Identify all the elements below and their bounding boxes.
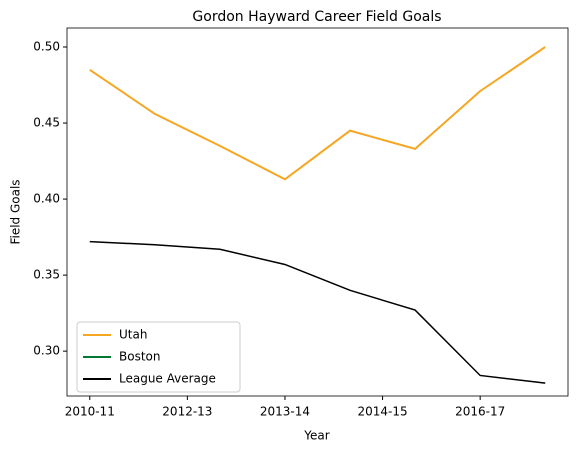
x-tick-label: 2010-11 <box>65 405 115 419</box>
y-tick-label: 0.50 <box>33 40 60 54</box>
y-axis-label: Field Goals <box>9 179 23 244</box>
x-tick-label: 2013-14 <box>260 405 310 419</box>
x-tick-label: 2016-17 <box>455 405 505 419</box>
x-axis-label: Year <box>303 429 329 443</box>
y-tick-label: 0.35 <box>33 268 60 282</box>
y-tick-label: 0.30 <box>33 344 60 358</box>
y-tick-label: 0.40 <box>33 192 60 206</box>
legend-label: Boston <box>119 350 160 364</box>
y-tick-label: 0.45 <box>33 116 60 130</box>
x-tick-label: 2012-13 <box>162 405 212 419</box>
chart-title: Gordon Hayward Career Field Goals <box>192 9 441 25</box>
series-line <box>89 46 546 181</box>
legend-box <box>76 321 241 393</box>
legend-label: Utah <box>119 328 147 342</box>
series-line <box>89 240 546 384</box>
legend-label: League Average <box>119 372 216 386</box>
plot-frame <box>66 27 569 397</box>
x-tick-label: 2014-15 <box>357 405 407 419</box>
